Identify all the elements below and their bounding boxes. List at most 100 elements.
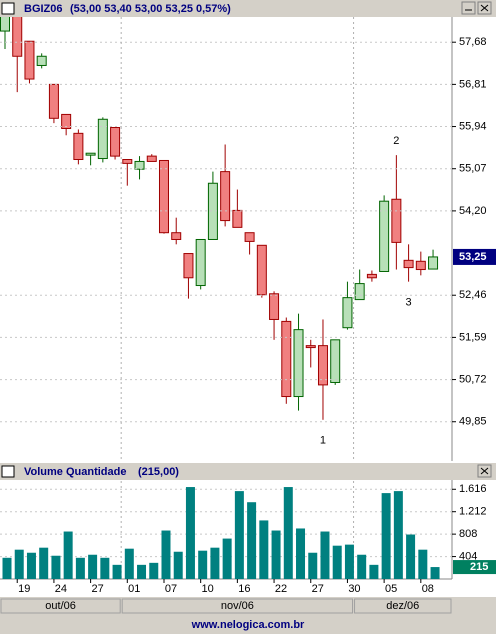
volume-bar bbox=[88, 554, 98, 579]
y-tick-label: 50,72 bbox=[459, 373, 487, 385]
x-tick-label: 16 bbox=[238, 583, 250, 595]
month-label: out/06 bbox=[45, 600, 76, 612]
volume-bar bbox=[14, 549, 24, 579]
volume-bar bbox=[369, 564, 379, 579]
candle-body bbox=[146, 155, 157, 162]
candle-body bbox=[134, 160, 145, 170]
y-tick-label: 808 bbox=[459, 528, 477, 540]
y-tick-label: 52,46 bbox=[459, 289, 487, 301]
title-bar bbox=[0, 0, 496, 17]
chart-title: Volume Quantidade bbox=[24, 466, 126, 478]
volume-bar bbox=[320, 531, 330, 579]
candle-body bbox=[73, 132, 84, 161]
candle-body bbox=[0, 17, 10, 32]
month-cell bbox=[121, 598, 354, 614]
x-tick-label: 27 bbox=[91, 583, 103, 595]
candle-body bbox=[391, 198, 402, 243]
y-tick-label: 54,20 bbox=[459, 205, 487, 217]
volume-bar bbox=[63, 531, 73, 579]
volume-bar bbox=[161, 530, 171, 579]
volume-bar bbox=[406, 534, 416, 579]
volume-bar bbox=[75, 557, 85, 579]
candle-body bbox=[158, 159, 169, 234]
candle-body bbox=[171, 232, 182, 240]
candle-body bbox=[269, 293, 280, 320]
month-label: dez/06 bbox=[386, 600, 419, 612]
minimize-button[interactable] bbox=[461, 1, 476, 15]
volume-bar bbox=[185, 487, 195, 579]
candle-body bbox=[61, 113, 72, 129]
volume-bar bbox=[344, 544, 354, 579]
candle-body bbox=[342, 297, 353, 329]
candle-body bbox=[330, 339, 341, 383]
candle-body bbox=[244, 232, 255, 242]
candle-body bbox=[366, 273, 377, 279]
candle-body bbox=[428, 256, 439, 270]
month-cell bbox=[0, 598, 121, 614]
candle-body bbox=[85, 152, 96, 156]
volume-bar bbox=[430, 567, 440, 579]
footer: www.nelogica.com.br bbox=[191, 619, 305, 631]
annotation: 1 bbox=[320, 435, 326, 447]
candle-body bbox=[293, 329, 304, 398]
y-tick-label: 51,59 bbox=[459, 331, 487, 343]
y-tick-label: 56,81 bbox=[459, 78, 487, 90]
month-cell bbox=[354, 598, 452, 614]
candle-body bbox=[12, 17, 23, 57]
candle-body bbox=[281, 320, 292, 398]
x-tick-label: 07 bbox=[165, 583, 177, 595]
volume-bar bbox=[308, 552, 318, 579]
volume-bar bbox=[149, 562, 159, 579]
icon bbox=[1, 2, 15, 15]
last-price-label: 53,25 bbox=[459, 251, 487, 263]
last-price-box bbox=[453, 248, 496, 265]
last-volume-box bbox=[453, 560, 496, 575]
volume-bar bbox=[173, 551, 183, 579]
candle-body bbox=[24, 40, 35, 80]
candle-body bbox=[207, 182, 218, 240]
y-tick-label: 57,68 bbox=[459, 36, 487, 48]
volume-bar bbox=[357, 554, 367, 579]
month-label: nov/06 bbox=[221, 600, 254, 612]
volume-bar bbox=[222, 538, 232, 579]
volume-bar bbox=[332, 545, 342, 579]
volume-bar bbox=[124, 548, 134, 579]
volume-bar bbox=[393, 491, 403, 579]
candle-body bbox=[183, 253, 194, 279]
x-tick-label: 30 bbox=[348, 583, 360, 595]
candle-body bbox=[48, 83, 59, 119]
y-tick-label: 404 bbox=[459, 550, 477, 562]
candle-body bbox=[317, 345, 328, 386]
close-icon bbox=[480, 467, 489, 475]
y-tick-label: 55,94 bbox=[459, 120, 487, 132]
last-volume-label: 215 bbox=[470, 561, 488, 573]
volume-bar bbox=[112, 564, 122, 579]
volume-bar bbox=[296, 528, 306, 579]
volume-bar bbox=[100, 557, 110, 579]
volume-bar bbox=[51, 555, 61, 579]
footer-bar bbox=[0, 615, 496, 634]
volume-bar bbox=[418, 549, 428, 579]
candle-body bbox=[403, 259, 414, 269]
candle-body bbox=[232, 209, 243, 228]
x-tick-label: 27 bbox=[312, 583, 324, 595]
volume-bar bbox=[198, 550, 208, 579]
close-icon bbox=[480, 4, 489, 12]
x-tick-label: 01 bbox=[128, 583, 140, 595]
x-tick-label: 19 bbox=[18, 583, 30, 595]
volume-bar bbox=[210, 547, 220, 579]
candle-body bbox=[36, 55, 47, 66]
title-bar bbox=[0, 463, 496, 480]
volume-bar bbox=[26, 552, 36, 579]
volume-bar bbox=[2, 557, 12, 579]
candle-body bbox=[110, 127, 121, 157]
candle-body bbox=[195, 238, 206, 287]
price-plot bbox=[0, 17, 439, 420]
candle-body bbox=[305, 345, 316, 349]
x-tick-label: 22 bbox=[275, 583, 287, 595]
x-tick-label: 10 bbox=[202, 583, 214, 595]
candle-body bbox=[354, 283, 365, 301]
annotation: 2 bbox=[393, 135, 399, 147]
volume-bar bbox=[259, 520, 269, 579]
